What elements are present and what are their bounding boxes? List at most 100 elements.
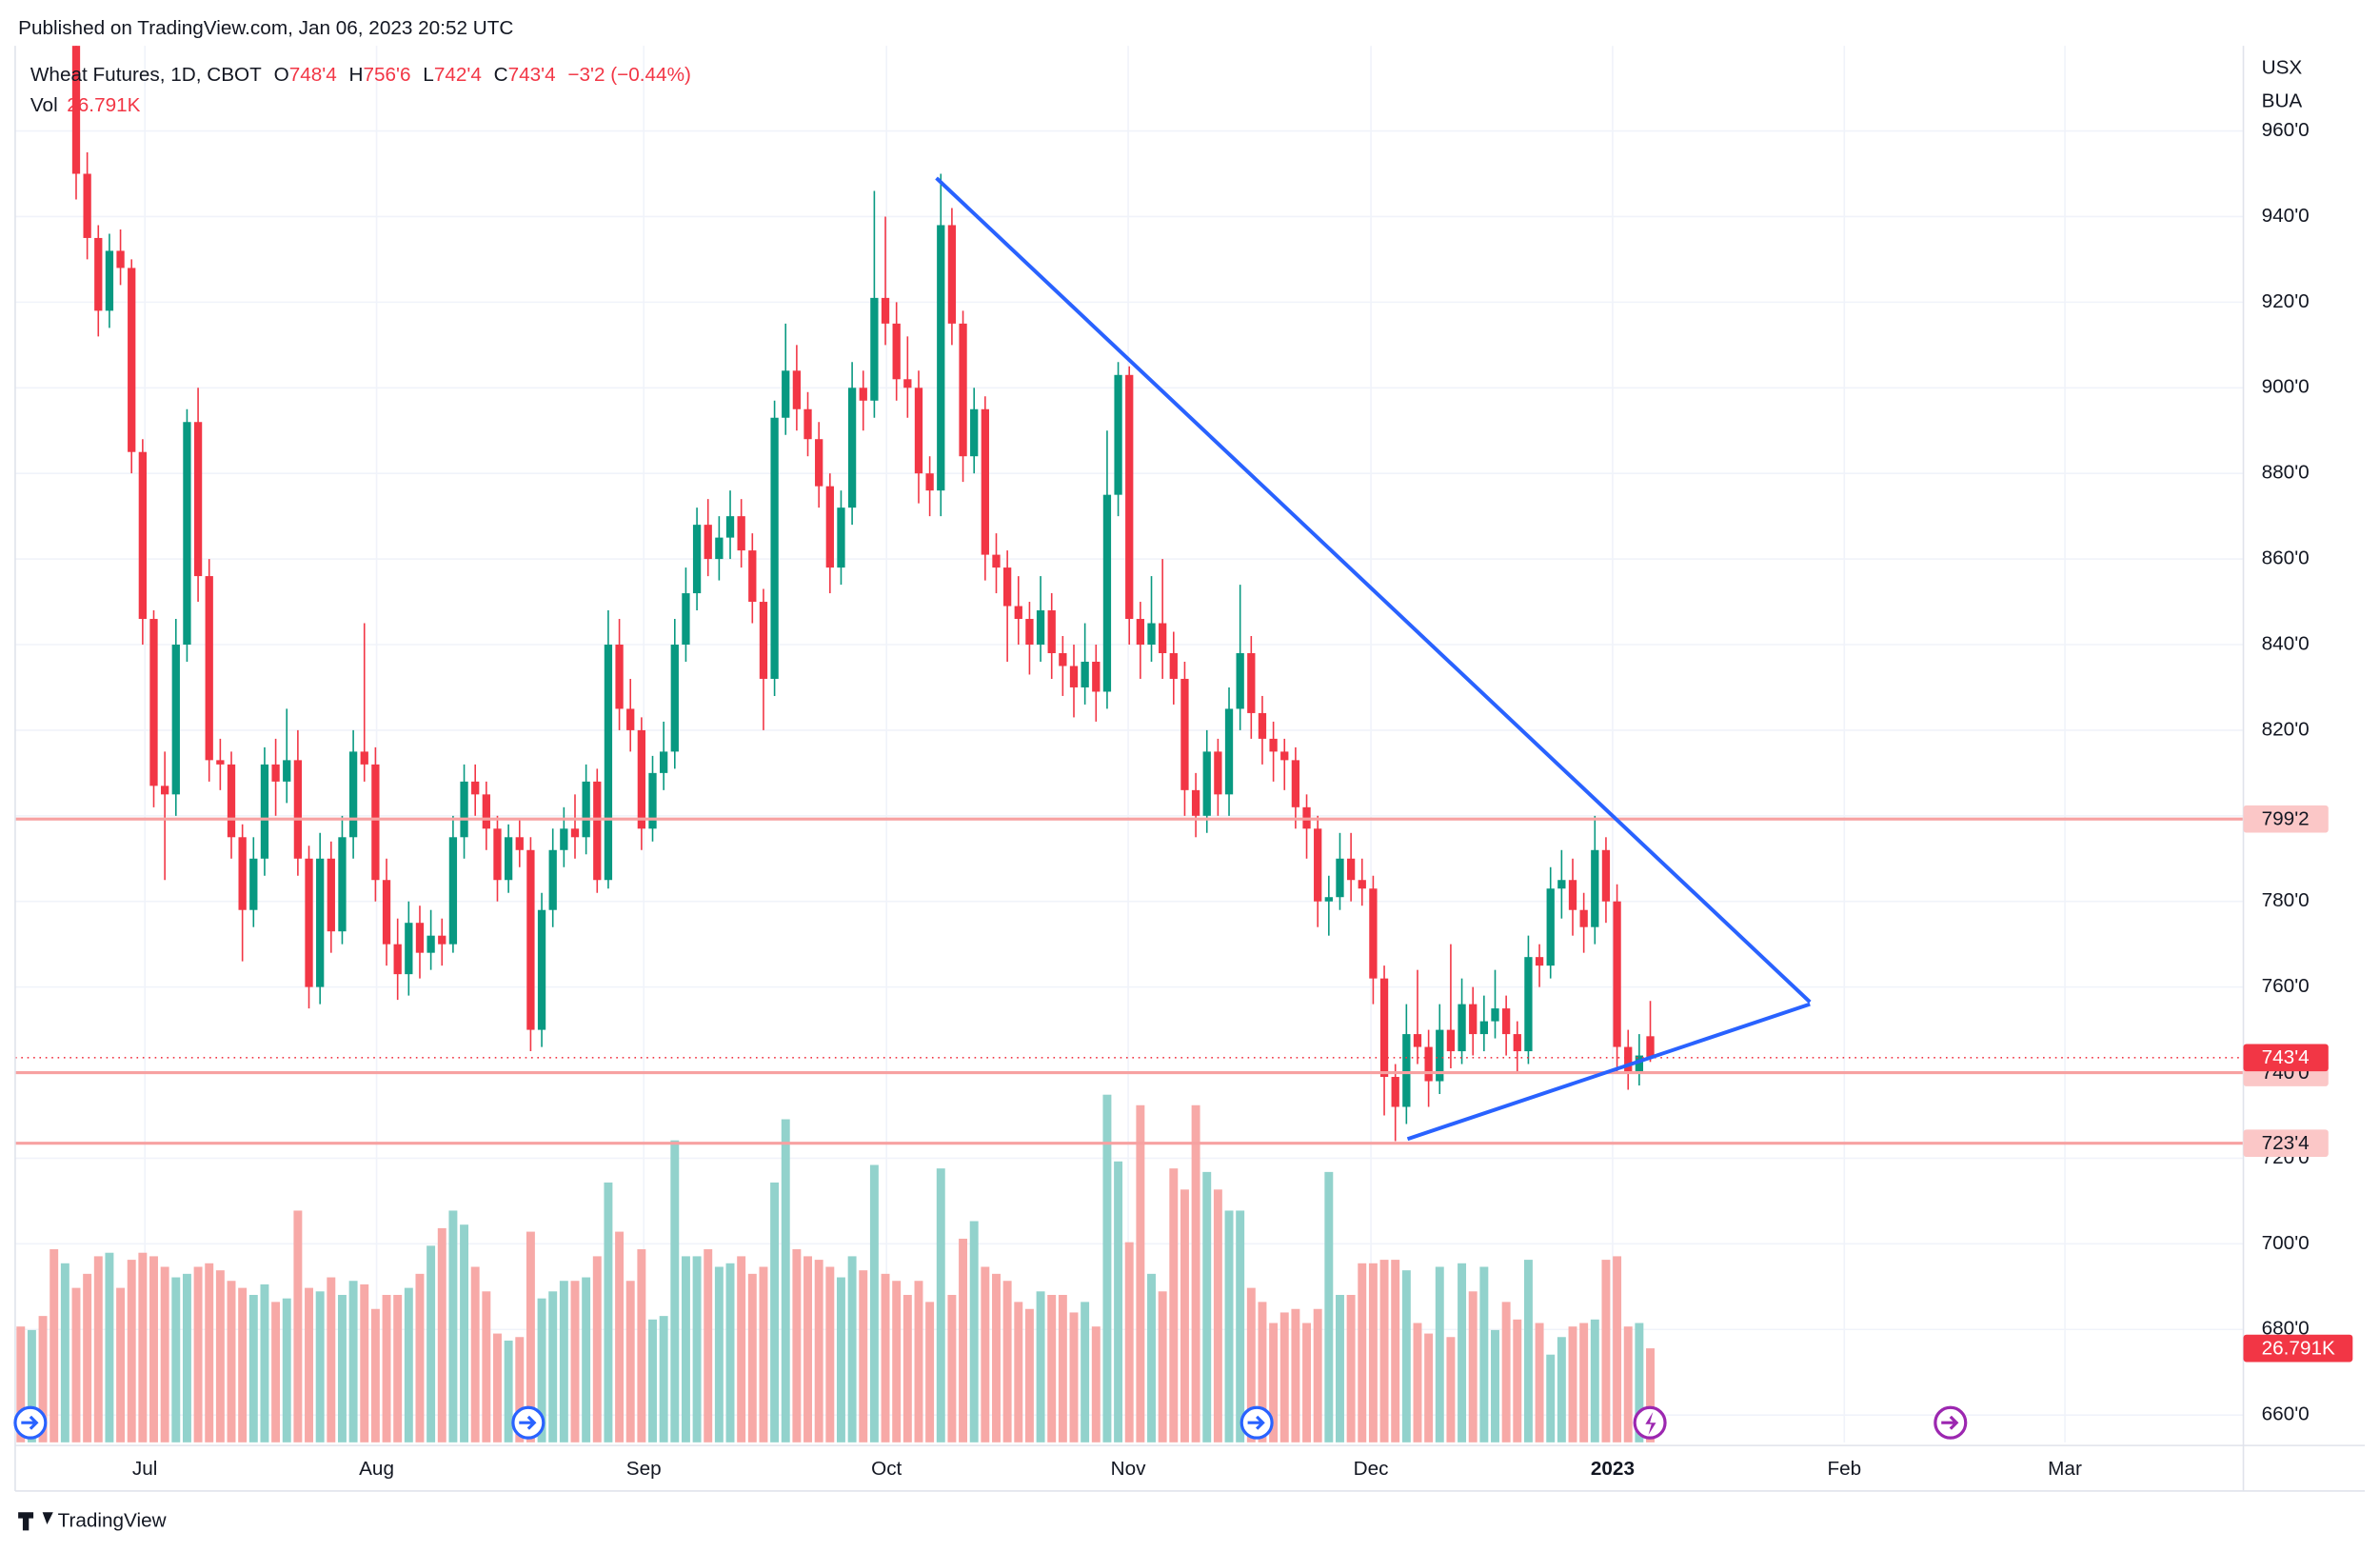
volume-bar: [837, 1277, 845, 1443]
volume-bar: [1646, 1348, 1655, 1443]
volume-bar: [1002, 1281, 1012, 1443]
candle-body: [71, 46, 81, 174]
volume-bar: [770, 1182, 780, 1443]
volume-bar: [637, 1249, 646, 1443]
candle-body: [260, 764, 269, 859]
volume-bar: [692, 1256, 702, 1443]
volume-bar: [959, 1238, 968, 1443]
volume-bar: [1401, 1270, 1411, 1443]
trend-line: [1406, 1002, 1811, 1142]
volume-bar: [1202, 1171, 1212, 1443]
vol-legend: Vol 26.791K: [30, 94, 141, 116]
volume-bar: [1501, 1302, 1511, 1443]
candle-body: [426, 935, 435, 953]
volume-bar: [704, 1249, 713, 1443]
volume-bar: [582, 1277, 591, 1443]
x-tick-label: Feb: [1827, 1458, 1861, 1480]
candle-body: [692, 525, 702, 594]
volume-bar: [1336, 1294, 1344, 1443]
candle-body: [782, 370, 790, 418]
volume-bar: [193, 1266, 203, 1443]
volume-bar: [737, 1256, 746, 1443]
candle-body: [1224, 708, 1234, 795]
candle-body: [1635, 1055, 1644, 1073]
candle-body: [515, 837, 524, 850]
volume-bar: [1623, 1326, 1633, 1443]
candle-body: [382, 880, 391, 945]
volume-bar: [1523, 1260, 1533, 1443]
candle-body: [1557, 880, 1566, 889]
volume-bar: [1491, 1329, 1499, 1443]
volume-bar: [1368, 1263, 1378, 1443]
y-tick-label: 780'0: [2262, 889, 2310, 911]
candle-body: [947, 225, 957, 324]
candle-body: [1036, 610, 1045, 646]
volume-bar: [1081, 1302, 1090, 1443]
volume-bar: [1213, 1189, 1222, 1443]
candle-body: [1191, 789, 1200, 816]
volume-bar: [160, 1266, 169, 1443]
candle-body: [227, 764, 236, 838]
last-price-box: [2243, 1044, 2329, 1072]
candle-body: [715, 537, 724, 560]
volume-bar: [659, 1316, 668, 1443]
candle-body: [138, 451, 148, 620]
candle-body: [959, 323, 967, 457]
candle-body: [1568, 880, 1577, 910]
candle-body: [1436, 1029, 1444, 1082]
volume-bar: [1024, 1308, 1034, 1443]
volume-bar: [171, 1277, 181, 1443]
volume-bar: [83, 1273, 92, 1443]
volume-bar: [1158, 1291, 1167, 1443]
volume-bar: [781, 1119, 790, 1443]
x-tick-label: Nov: [1111, 1458, 1146, 1480]
volume-bar: [1557, 1337, 1566, 1443]
axes: 660'0680'0700'0720'0740'0760'0780'0800'0…: [132, 119, 2353, 1480]
volume-bar: [1136, 1104, 1145, 1443]
y-tick-label: 900'0: [2262, 376, 2310, 398]
candle-body: [149, 619, 158, 786]
volume-bar: [615, 1231, 625, 1443]
volume-bar: [305, 1287, 313, 1443]
candle-body: [604, 645, 613, 881]
trend-line: [935, 176, 1812, 1004]
y-tick-label: 820'0: [2262, 718, 2310, 740]
candle-body: [925, 473, 934, 491]
volume-bar: [747, 1273, 757, 1443]
candle-body: [1446, 1029, 1456, 1052]
candle-body: [537, 909, 546, 1030]
candle-body: [1014, 606, 1022, 620]
candle-body: [1535, 957, 1544, 966]
candle-body: [1379, 978, 1389, 1078]
volume-bar: [448, 1210, 458, 1443]
candle-body: [1346, 858, 1356, 881]
candle-body: [1291, 760, 1300, 807]
volume-bar: [1391, 1260, 1400, 1443]
candle-body: [1591, 849, 1599, 927]
volume-bar: [537, 1298, 546, 1443]
volume-bar: [1535, 1323, 1544, 1443]
volume-bar: [493, 1333, 502, 1443]
volume-bar: [404, 1287, 413, 1443]
candle-body: [1202, 751, 1211, 816]
candle-body: [737, 516, 745, 551]
brand-logo: [18, 1512, 53, 1531]
candle-body: [393, 944, 402, 975]
candle-body: [415, 923, 425, 953]
legend-change: −3'2 (−0.44%): [567, 64, 691, 86]
candle-body: [1391, 1077, 1399, 1107]
volume-bar: [570, 1281, 580, 1443]
volume-bar: [515, 1337, 525, 1443]
volume-bar: [38, 1316, 48, 1443]
volume-bar: [393, 1294, 403, 1443]
legend-value: 748'4: [289, 64, 337, 86]
volume-bar: [681, 1256, 690, 1443]
volume-bar: [1047, 1294, 1057, 1443]
candle-body: [504, 837, 513, 881]
candle-body: [615, 645, 624, 709]
candle-body: [1169, 652, 1178, 679]
y-tick-label: 760'0: [2262, 975, 2310, 997]
volume-bar: [116, 1287, 126, 1443]
candle-body: [682, 593, 690, 646]
